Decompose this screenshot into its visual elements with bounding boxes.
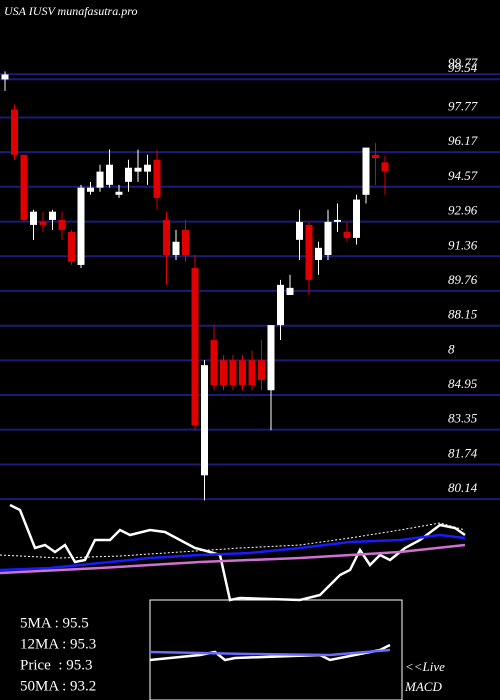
candle-body — [315, 247, 322, 260]
ma-label: 12MA : 95.3 — [20, 636, 96, 652]
candle-body — [87, 187, 94, 192]
candle-body — [277, 284, 284, 326]
y-tick-label: 94.57 — [448, 168, 478, 183]
candle-body — [77, 187, 85, 265]
candle-body — [163, 219, 170, 255]
candle-body — [20, 154, 28, 220]
candle-body — [68, 231, 75, 262]
candle-body — [305, 224, 313, 280]
y-tick-label: 80.14 — [448, 480, 478, 495]
y-tick-label: 97.77 — [448, 99, 478, 114]
y-tick-label: 99.54 — [448, 60, 478, 75]
indicator-line — [0, 533, 466, 572]
y-tick-label: 8 — [448, 341, 455, 356]
ma-label: 5MA : 95.5 — [20, 615, 89, 631]
candle-body — [30, 211, 37, 225]
candle-body — [153, 159, 161, 198]
indicator-line — [0, 522, 466, 559]
candle-body — [182, 229, 189, 255]
candle-body — [362, 147, 370, 195]
candle-body — [353, 199, 360, 238]
chart-title: USA IUSV munafasutra.pro — [4, 4, 137, 18]
candle-body — [210, 340, 218, 386]
y-tick-label: 91.36 — [448, 237, 478, 252]
indicator-line — [9, 503, 466, 602]
indicator-line — [0, 543, 466, 575]
candle-body — [106, 164, 113, 185]
y-tick-label: 83.35 — [448, 411, 478, 426]
candle-body — [58, 219, 66, 230]
ma-label: 50MA : 93.2 — [20, 678, 96, 694]
macd-title: MACD — [404, 679, 442, 694]
candle-body — [1, 74, 9, 80]
ma-label: Price : 95.3 — [20, 657, 93, 673]
candle-body — [286, 287, 294, 296]
candle-body — [96, 171, 104, 188]
candle-body — [239, 360, 246, 386]
y-tick-label: 81.74 — [448, 445, 478, 460]
candle-body — [258, 360, 265, 381]
candle-body — [11, 109, 18, 155]
candle-body — [229, 360, 237, 386]
candle-body — [115, 191, 123, 195]
y-tick-label: 92.96 — [448, 203, 478, 218]
candle-body — [343, 231, 351, 238]
indicator-line — [149, 648, 391, 657]
y-tick-label: 89.76 — [448, 272, 478, 287]
y-tick-label: 84.95 — [448, 376, 478, 391]
candle-body — [324, 221, 332, 255]
candle-body — [296, 221, 303, 240]
candle-body — [201, 365, 208, 476]
candle-body — [248, 360, 256, 386]
candle-body — [372, 154, 379, 159]
candle-body — [267, 325, 275, 391]
y-tick-label: 99.77 — [448, 55, 478, 70]
candle-body — [381, 162, 389, 172]
y-tick-label: 96.17 — [448, 133, 478, 148]
candle-body — [144, 164, 151, 172]
candle-body — [125, 167, 132, 182]
candle-body — [172, 241, 180, 255]
macd-live: <<Live — [405, 659, 445, 674]
candle-body — [191, 267, 199, 426]
candle-body — [334, 219, 341, 222]
candle-body — [220, 360, 227, 386]
candle-body — [49, 211, 56, 220]
y-tick-label: 88.15 — [448, 307, 478, 322]
candle-body — [134, 167, 142, 172]
candle-body — [39, 221, 47, 225]
